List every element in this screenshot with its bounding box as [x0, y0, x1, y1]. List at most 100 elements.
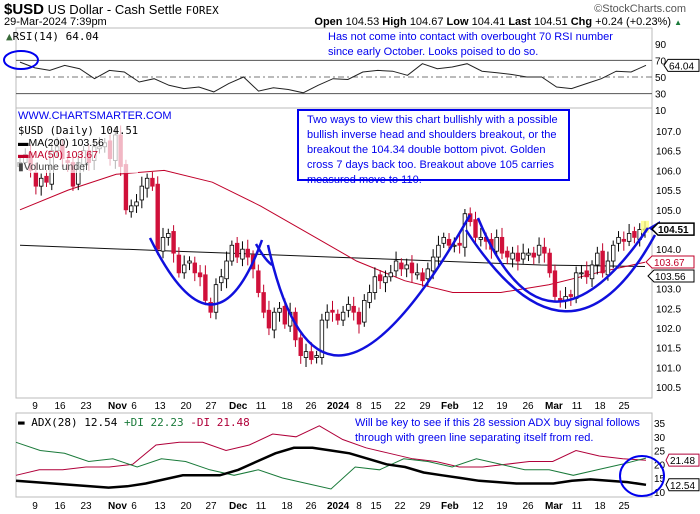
right-shoulder-arc: [254, 243, 273, 267]
date-axis-label: 6: [131, 501, 137, 512]
copyright[interactable]: ©StockCharts.com: [594, 3, 686, 15]
date-axis-label: 26: [305, 501, 317, 512]
candle-body: [542, 246, 547, 254]
candle-body: [441, 236, 446, 244]
candle-body: [457, 242, 462, 246]
adx-tick-label: 25: [654, 447, 666, 458]
candle-body: [409, 262, 415, 274]
price-tick-label: 101.5: [656, 344, 681, 355]
candle-body: [494, 236, 499, 252]
datetime: 29-Mar-2024 7:39pm: [4, 16, 107, 28]
candle-body: [425, 268, 431, 280]
candle-body: [266, 309, 272, 329]
date-axis-label: 26: [522, 501, 534, 512]
candle-body: [362, 300, 367, 323]
di-value-tag: [665, 453, 700, 467]
price-annotation: Two ways to view this chart bullishly wi…: [297, 109, 570, 186]
candle-body: [129, 205, 134, 213]
last-candle-highlight: [641, 220, 649, 233]
candle-body: [415, 272, 420, 276]
candle-body: [181, 264, 187, 274]
candle-body: [595, 252, 600, 266]
rsi-annotation: Has not come into contact with overbough…: [328, 31, 613, 58]
date-axis-label: 27: [205, 501, 217, 512]
price-legend: $USD (Daily) 104.51 ▬MA(200) 103.56 ▬MA(…: [18, 125, 139, 173]
candle-body: [584, 270, 589, 278]
date-axis-label: 6: [131, 401, 137, 412]
candle-body: [616, 236, 621, 244]
di-value-tag-text: 21.48: [670, 456, 695, 467]
double-bottom-arc-2: [464, 229, 657, 313]
candle-body: [155, 183, 160, 250]
candle-body: [393, 260, 399, 272]
minus-di-line: [15, 425, 647, 476]
date-axis-label: 12: [472, 401, 484, 412]
date-axis-label: 11: [256, 401, 267, 412]
candle-body: [340, 311, 346, 321]
candle-body: [224, 260, 229, 280]
date-axis-label: 23: [80, 501, 92, 512]
date-axis-label: 9: [32, 501, 38, 512]
adx-tick-label: 30: [654, 433, 666, 444]
instrument-name: US Dollar - Cash Settle: [47, 2, 183, 17]
candle-body: [33, 171, 39, 187]
date-axis-label: Feb: [441, 401, 459, 412]
candle-body: [171, 231, 176, 254]
candle-body: [192, 262, 197, 274]
candle-body: [325, 311, 330, 321]
date-axis-label: Nov: [108, 401, 127, 412]
rsi-icon: ▲: [6, 30, 13, 43]
candle-body: [499, 236, 505, 254]
plus-di-line: [15, 441, 647, 490]
candle-body: [478, 236, 484, 240]
candle-body: [579, 272, 584, 275]
rsi-highlight-circle: [3, 50, 39, 70]
date-axis-label: 19: [496, 501, 508, 512]
candle-body: [203, 274, 208, 301]
date-axis-label: Dec: [229, 501, 248, 512]
last-price-tag: [650, 222, 695, 236]
candle-body: [261, 292, 266, 313]
adx-tick-label: 10: [654, 488, 666, 499]
candle-body: [473, 219, 478, 238]
date-axis-label: 22: [394, 501, 406, 512]
candle-body: [272, 311, 277, 331]
adx-highlight-circle: [619, 455, 665, 497]
candle-body: [383, 276, 388, 284]
date-axis-label: 22: [394, 401, 406, 412]
volume-legend: ▮Volume undef: [18, 161, 88, 173]
chart-title: $USD US Dollar - Cash Settle FOREX: [4, 1, 219, 18]
price-tick-label: 107.0: [656, 127, 681, 138]
candle-body: [536, 244, 542, 256]
candle-body: [335, 313, 340, 321]
ma50-value-tag-text: 103.67: [654, 258, 685, 269]
date-axis-label: 11: [256, 501, 267, 512]
adx-tick-label: 15: [654, 474, 666, 485]
candle-body: [388, 272, 393, 278]
candle-body: [245, 248, 250, 258]
date-axis-label: 18: [281, 401, 293, 412]
left-shoulder-arc: [148, 237, 264, 306]
rsi-tick-label: 70: [655, 56, 667, 67]
ma50-line: [19, 169, 646, 293]
date-axis-label: 8: [356, 501, 362, 512]
date-axis-label: Dec: [229, 401, 248, 412]
price-tick-label: 104.0: [656, 245, 681, 256]
candle-body: [526, 252, 531, 256]
rsi-tick-label: 90: [655, 40, 667, 51]
candle-body: [589, 264, 595, 280]
date-axis-label: 15: [370, 501, 382, 512]
candle-body: [510, 252, 515, 260]
candle-body: [515, 252, 521, 262]
date-axis-label: Mar: [545, 501, 563, 512]
rsi-legend: ▲RSI(14) 64.04: [6, 30, 99, 43]
date-axis-label: 23: [80, 401, 92, 412]
ohlc-summary: Open 104.53 High 104.67 Low 104.41 Last …: [314, 16, 682, 28]
head-arc: [266, 214, 472, 357]
ma200-legend: ▬MA(200) 103.56: [18, 137, 104, 149]
candle-body: [430, 256, 436, 272]
price-tick-label: 102.0: [656, 324, 681, 335]
rsi-line: [19, 61, 647, 94]
date-axis-label: 25: [618, 501, 630, 512]
